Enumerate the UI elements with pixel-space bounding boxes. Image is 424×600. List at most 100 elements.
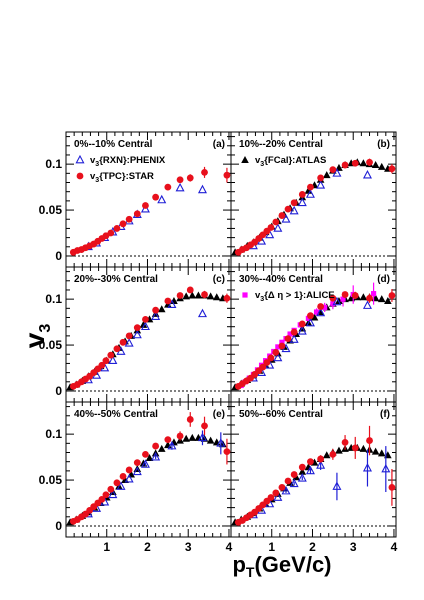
data-point — [388, 165, 396, 173]
data-point — [284, 205, 292, 213]
data-point — [145, 454, 154, 462]
panel-e: 0 0.05 0.1 1 2 3 4 40%--50% Central (e) — [39, 401, 233, 554]
data-point — [341, 291, 349, 298]
data-point — [388, 292, 396, 299]
data-point — [107, 351, 115, 359]
data-point — [287, 331, 293, 337]
data-point — [133, 210, 141, 218]
data-point — [305, 189, 315, 198]
data-point — [362, 169, 372, 179]
data-point — [197, 184, 207, 194]
panel-letter: (e) — [213, 409, 225, 420]
data-point — [289, 334, 299, 343]
data-point — [176, 176, 184, 184]
panel-a: 0 0.05 0.1 0%--10% Central (a) v3{RXN}:PHENIX… — [39, 131, 232, 268]
data-point — [359, 159, 368, 167]
data-point — [359, 293, 368, 301]
series-filled-circle — [234, 289, 396, 390]
data-point — [351, 444, 359, 452]
data-point — [182, 434, 190, 442]
data-point — [351, 159, 359, 167]
legend-label: v3{FCal}:ATLAS — [255, 155, 326, 168]
data-point — [278, 212, 286, 219]
data-point — [317, 455, 325, 463]
data-point — [316, 460, 326, 469]
data-point — [107, 229, 115, 237]
data-point — [124, 338, 134, 347]
data-point — [267, 354, 275, 362]
x-tick-label: 4 — [226, 540, 233, 554]
data-point — [310, 313, 319, 321]
data-point — [152, 193, 160, 201]
panel-letter: (f) — [380, 409, 390, 420]
data-point — [164, 297, 172, 305]
data-point — [388, 484, 396, 491]
data-point — [297, 197, 307, 207]
data-point — [351, 292, 359, 299]
data-point — [176, 292, 184, 299]
data-point — [102, 357, 110, 365]
data-point — [329, 294, 337, 302]
y-tick-label: 0 — [55, 249, 62, 263]
data-point — [335, 296, 343, 304]
legend-label: v3{Δ η > 1}:ALICE — [255, 290, 335, 303]
data-point — [377, 449, 386, 457]
data-point — [186, 174, 194, 182]
data-point — [298, 467, 307, 475]
data-point — [125, 466, 133, 474]
data-point — [371, 161, 380, 169]
data-point — [164, 436, 172, 444]
data-point — [182, 292, 190, 300]
data-point — [272, 218, 280, 226]
data-point — [119, 338, 127, 346]
data-point — [341, 161, 349, 169]
data-point — [98, 495, 106, 503]
y-axis-label: v3 — [19, 324, 54, 349]
data-point — [212, 293, 221, 301]
data-point — [223, 294, 231, 302]
data-point — [157, 305, 166, 313]
data-point — [206, 436, 215, 444]
data-point — [272, 489, 280, 497]
data-point — [322, 304, 328, 311]
x-tick-label: 2 — [309, 540, 316, 554]
data-point — [316, 180, 326, 189]
x-tick-label: 3 — [185, 540, 192, 554]
data-point — [281, 214, 291, 223]
data-point — [139, 320, 148, 328]
panel-d: 30%--40% Central (d) v3{Δ η > 1}:ALICE — [230, 266, 397, 403]
y-tick-label: 0.05 — [39, 473, 63, 487]
x-tick-label: 2 — [144, 540, 151, 554]
data-point — [335, 446, 343, 454]
data-point — [116, 481, 126, 490]
data-point — [377, 295, 386, 303]
legend-label: v3{RXN}:PHENIX — [90, 155, 166, 168]
data-point — [272, 349, 280, 356]
data-point — [186, 286, 194, 294]
data-point — [267, 494, 275, 501]
data-point — [98, 361, 106, 369]
data-point — [278, 342, 286, 350]
panels-group: 0 0.05 0.1 0%--10% Central (a) v3{RXN}:PHENIX… — [39, 131, 398, 554]
panel-letter: (d) — [377, 274, 390, 285]
data-point — [132, 466, 142, 476]
data-point — [142, 450, 149, 458]
data-point — [370, 291, 377, 297]
data-point — [170, 296, 178, 304]
y-tick-label: 0.1 — [45, 292, 62, 306]
data-point — [290, 199, 298, 207]
data-point — [329, 450, 337, 458]
data-point — [186, 416, 194, 423]
data-point — [223, 171, 231, 179]
y-tick-label: 0.1 — [45, 427, 62, 441]
legend-marker — [75, 154, 85, 164]
data-point — [167, 440, 177, 450]
data-point — [278, 484, 286, 491]
data-point — [197, 308, 207, 318]
data-point — [332, 481, 342, 490]
data-point — [113, 479, 121, 487]
data-point — [140, 203, 150, 213]
panel-f: 1 2 3 4 50%--60% Central (f) — [230, 401, 398, 554]
panel-letter: (c) — [213, 274, 225, 285]
